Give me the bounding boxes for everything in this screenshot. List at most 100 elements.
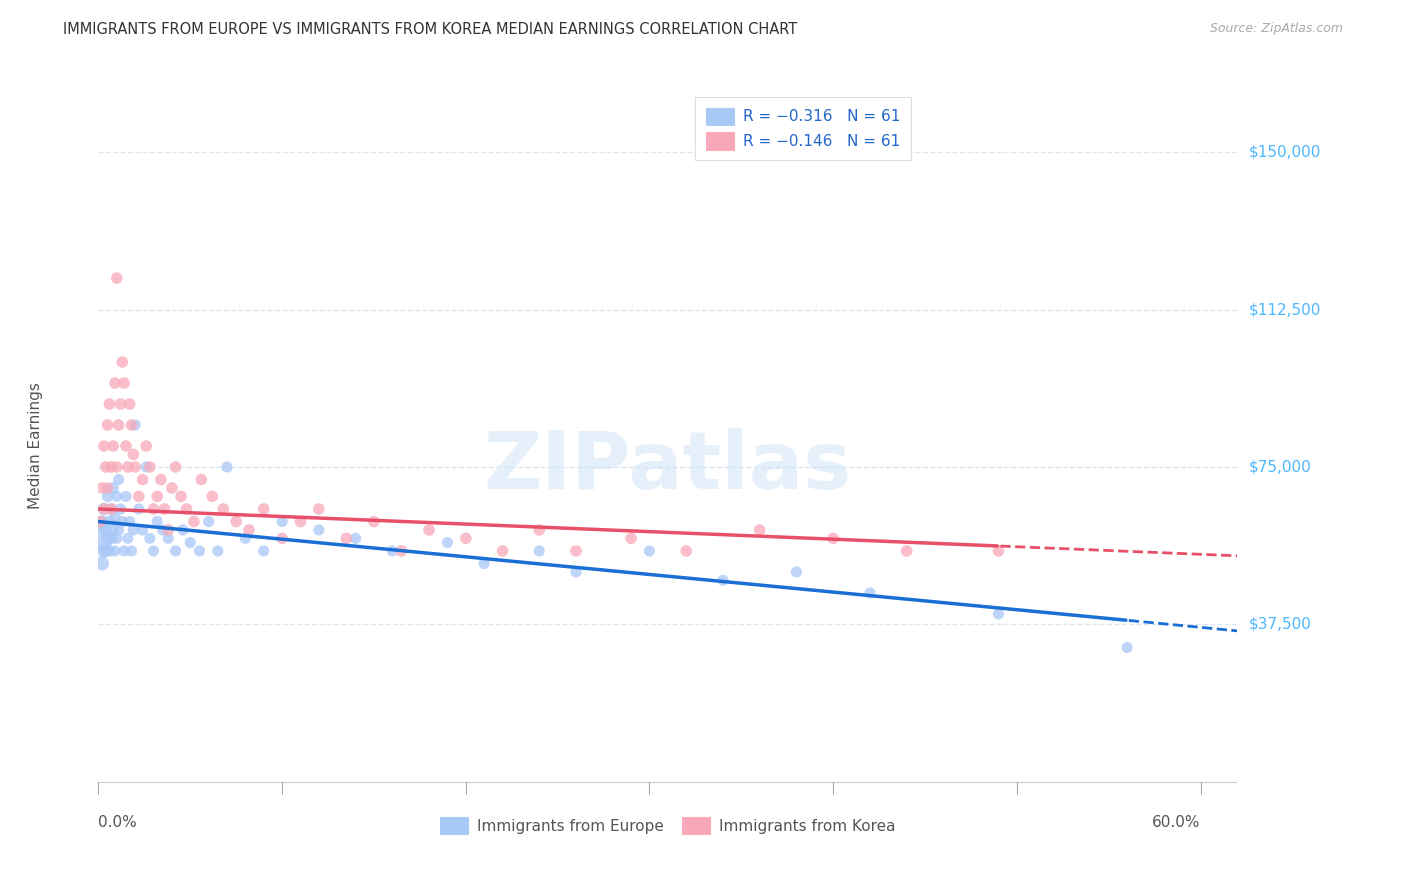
Point: [179, 535, 201, 549]
Point: [118, 397, 141, 411]
Point: [188, 544, 211, 558]
Point: [238, 523, 260, 537]
Point: [472, 557, 495, 571]
Point: [308, 523, 330, 537]
Point: [201, 489, 224, 503]
Point: [190, 473, 212, 487]
Point: [711, 574, 734, 588]
Point: [290, 515, 312, 529]
Point: [142, 502, 165, 516]
Point: [91, 515, 114, 529]
Point: [93, 544, 115, 558]
Legend: Immigrants from Europe, Immigrants from Korea: Immigrants from Europe, Immigrants from …: [430, 806, 905, 845]
Point: [565, 565, 588, 579]
Point: [110, 502, 132, 516]
Point: [170, 489, 193, 503]
Point: [638, 544, 661, 558]
Point: [97, 532, 120, 546]
Point: [454, 532, 477, 546]
Point: [104, 544, 127, 558]
Point: [91, 481, 114, 495]
Point: [107, 523, 129, 537]
Point: [620, 532, 643, 546]
Point: [128, 502, 150, 516]
Point: [117, 460, 139, 475]
Point: [335, 532, 357, 546]
Point: [160, 481, 183, 495]
Point: [165, 544, 187, 558]
Point: [363, 515, 385, 529]
Point: [100, 502, 122, 516]
Point: [529, 544, 551, 558]
Point: [149, 473, 172, 487]
Point: [98, 544, 121, 558]
Point: [212, 502, 235, 516]
Point: [94, 544, 117, 558]
Point: [128, 489, 150, 503]
Point: [100, 532, 122, 546]
Point: [165, 460, 187, 475]
Point: [215, 460, 238, 475]
Text: 60.0%: 60.0%: [1152, 815, 1201, 830]
Point: [122, 447, 145, 461]
Point: [153, 502, 176, 516]
Point: [235, 532, 257, 546]
Point: [97, 489, 120, 503]
Point: [344, 532, 367, 546]
Point: [105, 532, 128, 546]
Point: [105, 271, 128, 285]
Point: [748, 523, 770, 537]
Point: [859, 586, 882, 600]
Point: [117, 532, 139, 546]
Point: [391, 544, 413, 558]
Point: [121, 417, 143, 432]
Point: [785, 565, 807, 579]
Text: $37,500: $37,500: [1249, 617, 1312, 632]
Point: [105, 460, 128, 475]
Point: [107, 417, 129, 432]
Point: [675, 544, 697, 558]
Point: [436, 535, 458, 549]
Text: $75,000: $75,000: [1249, 459, 1312, 475]
Point: [104, 376, 127, 390]
Point: [135, 460, 157, 475]
Text: $150,000: $150,000: [1249, 145, 1320, 160]
Point: [139, 460, 162, 475]
Point: [131, 473, 153, 487]
Point: [529, 523, 551, 537]
Text: ZIPatlas: ZIPatlas: [484, 428, 852, 507]
Point: [101, 481, 124, 495]
Point: [91, 557, 114, 571]
Point: [89, 532, 111, 546]
Text: Median Earnings: Median Earnings: [28, 383, 44, 509]
Point: [98, 397, 121, 411]
Text: IMMIGRANTS FROM EUROPE VS IMMIGRANTS FROM KOREA MEDIAN EARNINGS CORRELATION CHAR: IMMIGRANTS FROM EUROPE VS IMMIGRANTS FRO…: [63, 22, 797, 37]
Point: [124, 417, 146, 432]
Point: [111, 355, 134, 369]
Point: [118, 515, 141, 529]
Point: [1116, 640, 1139, 655]
Point: [94, 523, 117, 537]
Point: [381, 544, 404, 558]
Point: [172, 523, 194, 537]
Point: [157, 532, 180, 546]
Point: [124, 460, 146, 475]
Point: [131, 523, 153, 537]
Point: [987, 544, 1010, 558]
Point: [135, 439, 157, 453]
Point: [93, 502, 115, 516]
Point: [100, 460, 122, 475]
Point: [89, 515, 111, 529]
Point: [100, 502, 122, 516]
Point: [197, 515, 219, 529]
Point: [207, 544, 229, 558]
Point: [225, 515, 247, 529]
Point: [823, 532, 845, 546]
Point: [107, 473, 129, 487]
Point: [271, 532, 294, 546]
Point: [896, 544, 918, 558]
Point: [97, 481, 120, 495]
Point: [97, 417, 120, 432]
Point: [98, 515, 121, 529]
Point: [987, 607, 1010, 621]
